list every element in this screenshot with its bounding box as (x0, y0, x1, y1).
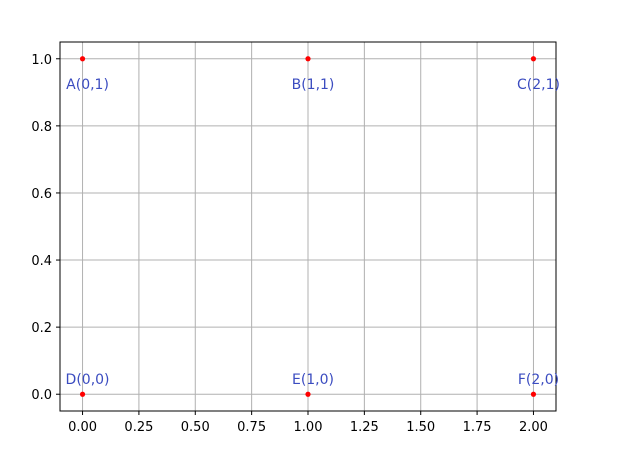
point-label: F(2,0) (518, 372, 559, 388)
y-tick-label: 1.0 (31, 53, 52, 68)
point-label: D(0,0) (66, 372, 110, 388)
data-point (530, 56, 537, 62)
point-label: A(0,1) (66, 77, 109, 93)
y-tick-label: 0.4 (31, 254, 52, 269)
point-label: B(1,1) (292, 77, 335, 93)
data-point (305, 391, 311, 397)
x-tick-label: 1.50 (406, 420, 435, 435)
x-tick-label: 1.75 (463, 420, 492, 435)
x-tick-label: 0.75 (237, 420, 266, 435)
y-tick-label: 0.8 (31, 120, 52, 135)
point-label: E(1,0) (292, 372, 334, 388)
data-point (79, 56, 86, 62)
y-tick-label: 0.2 (31, 321, 52, 336)
x-tick-label: 2.00 (519, 420, 548, 435)
data-point (530, 391, 537, 397)
y-tick-label: 0.6 (31, 187, 52, 202)
data-point (305, 56, 311, 62)
y-tick-label: 0.0 (31, 388, 52, 403)
point-label: C(2,1) (517, 77, 560, 93)
plot-frame (59, 41, 557, 412)
axes: 0.00 0.25 0.50 0.75 1.00 1.25 1.50 1.75 2.00 0.0 0… (31, 41, 557, 435)
x-tick-label: 1.00 (294, 420, 323, 435)
x-tick-label: 0.50 (181, 420, 210, 435)
data-point (79, 391, 86, 397)
x-tick-label: 1.25 (350, 420, 379, 435)
x-tick-label: 0.00 (68, 420, 97, 435)
point-labels: A(0,1) B(1,1) C(2,1) D(0,0) E(1,0) F(2,0) (66, 77, 560, 388)
data-points (79, 56, 537, 397)
x-tick-label: 0.25 (124, 420, 153, 435)
